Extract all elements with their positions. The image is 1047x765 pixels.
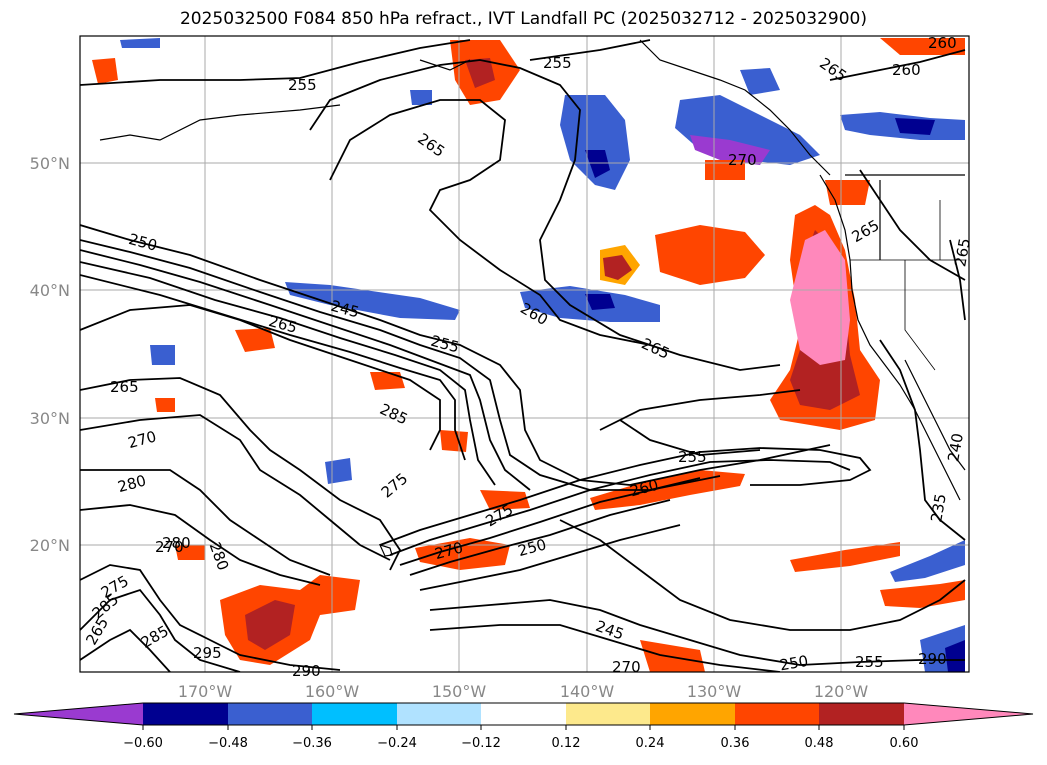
refractivity-shading <box>92 38 965 672</box>
contour-label: 270 <box>728 151 757 169</box>
colorbar-extend-right <box>904 703 1033 725</box>
map-title: 2025032500 F084 850 hPa refract., IVT La… <box>179 9 867 29</box>
lon-label-150w: 150°W <box>432 682 487 701</box>
colorbar-segment <box>819 703 904 725</box>
colorbar-tick-label: 0.48 <box>805 736 834 751</box>
colorbar-tick-label: 0.24 <box>636 736 665 751</box>
colorbar-segment <box>397 703 481 725</box>
contour-label: 255 <box>288 76 317 94</box>
contour-label: 290 <box>292 662 321 680</box>
refractivity-contours <box>80 39 966 672</box>
shade-max-coast <box>790 230 850 365</box>
contour-label: 295 <box>193 644 222 662</box>
contour-label: 240 <box>944 432 967 463</box>
contour-label: 260 <box>892 61 921 79</box>
contour-label: 270 <box>612 658 641 676</box>
colorbar-tick-label: −0.36 <box>292 736 332 751</box>
lon-label-140w: 140°W <box>560 682 615 701</box>
colorbar-segment <box>312 703 397 725</box>
colorbar-segment <box>481 703 566 725</box>
colorbar-tick-label: 0.36 <box>721 736 750 751</box>
colorbar: −0.60 −0.48 −0.36 −0.24 −0.12 0.12 0.24 … <box>13 702 1034 751</box>
colorbar-segment <box>650 703 735 725</box>
colorbar-tick-label: −0.24 <box>377 736 417 751</box>
colorbar-extend-left <box>14 703 143 725</box>
state-borders <box>850 200 965 371</box>
contour-label: 255 <box>543 54 572 72</box>
colorbar-tick-label: −0.12 <box>461 736 501 751</box>
colorbar-tick-label: 0.12 <box>552 736 581 751</box>
lon-label-120w: 120°W <box>814 682 869 701</box>
contour-label: 250 <box>778 652 809 675</box>
colorbar-tick-label: −0.60 <box>123 736 163 751</box>
contour-label: 265 <box>110 378 139 396</box>
contour-label: 265 <box>951 237 974 268</box>
longitude-labels: 170°W 160°W 150°W 140°W 130°W 120°W <box>178 682 869 701</box>
lat-label-30n: 30°N <box>30 409 70 428</box>
contour-label: 280 <box>162 534 191 552</box>
contour-label: 270 <box>155 538 184 556</box>
lat-label-50n: 50°N <box>30 154 70 173</box>
lon-label-130w: 130°W <box>687 682 742 701</box>
lat-label-40n: 40°N <box>30 281 70 300</box>
latitude-labels: 50°N 40°N 30°N 20°N <box>30 154 70 555</box>
contour-label: 260 <box>928 34 957 52</box>
contour-label: 255 <box>855 653 884 671</box>
lon-label-160w: 160°W <box>305 682 360 701</box>
colorbar-tick-label: 0.60 <box>890 736 919 751</box>
colorbar-segment <box>735 703 819 725</box>
contour-label: 235 <box>927 492 950 523</box>
colorbar-tick-label: −0.48 <box>208 736 248 751</box>
colorbar-segment <box>228 703 312 725</box>
map-frame <box>79 35 970 673</box>
contour-label: 255 <box>678 448 707 466</box>
contour-label: 290 <box>918 650 947 668</box>
lat-label-20n: 20°N <box>30 536 70 555</box>
lon-label-170w: 170°W <box>178 682 233 701</box>
colorbar-segment <box>566 703 650 725</box>
colorbar-segment <box>143 703 228 725</box>
coastlines <box>99 39 966 557</box>
